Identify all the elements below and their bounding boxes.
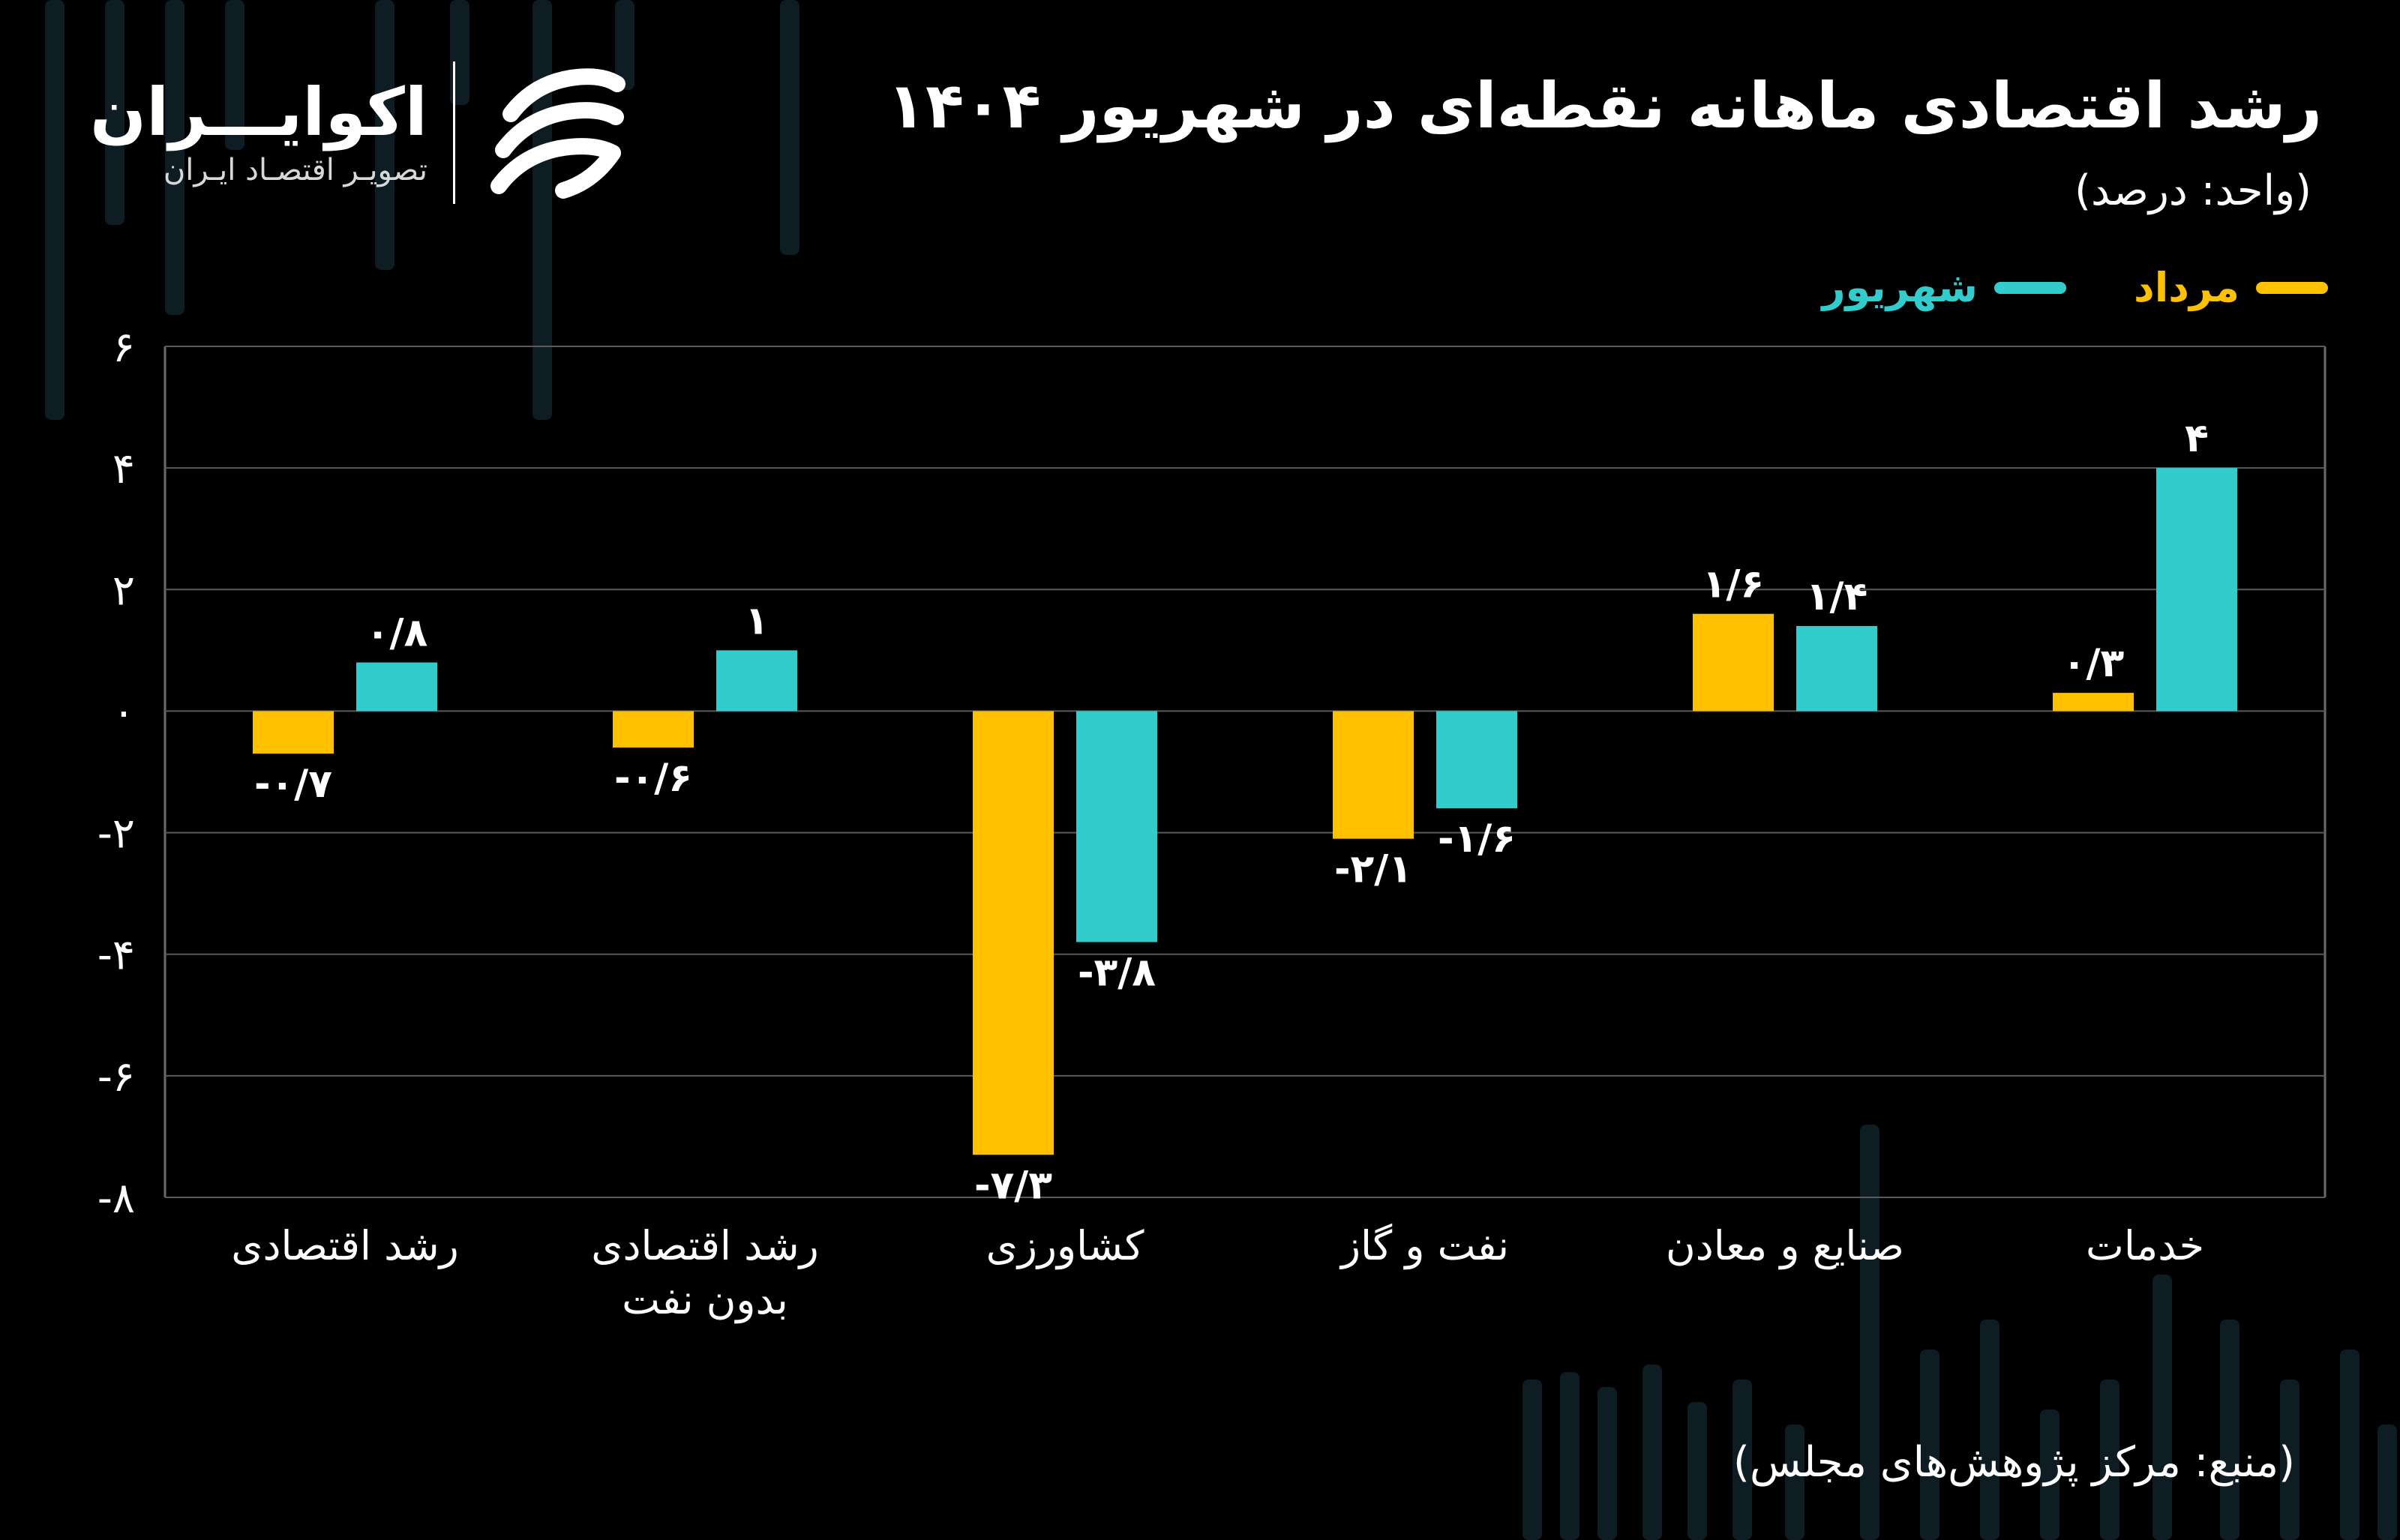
bar-mordad: [1333, 711, 1414, 839]
bar-shahrivar: [1436, 711, 1517, 809]
decorative-bar: [615, 0, 634, 90]
decorative-bar: [1642, 1365, 1662, 1540]
legend-swatch-shahrivar: [1994, 281, 2067, 294]
decorative-bar: [1560, 1372, 1580, 1540]
data-label: -۰/۶: [614, 756, 692, 801]
bar-shahrivar: [1796, 625, 1877, 712]
data-label: ۰/۳: [2062, 641, 2125, 686]
logo-divider: [452, 61, 455, 204]
bar-mordad: [1693, 613, 1774, 712]
bar-shahrivar: [356, 662, 437, 712]
decorative-bar: [2100, 1380, 2120, 1540]
bar-shahrivar: [716, 650, 797, 712]
decorative-bar: [1860, 1125, 1880, 1540]
decorative-bar: [1920, 1350, 1940, 1540]
decorative-bar: [2340, 1350, 2360, 1540]
source-note: (منبع: مرکز پژوهش‌های مجلس): [1733, 1438, 2295, 1487]
decorative-bar: [2220, 1320, 2240, 1540]
y-tick-label: ۶: [112, 323, 135, 372]
data-label: -۱/۶: [1438, 816, 1516, 861]
data-label: ۱/۴: [1806, 574, 1868, 619]
decorative-bar: [1522, 1380, 1542, 1540]
decorative-bar: [1785, 1425, 1804, 1540]
y-tick-label: -۲: [98, 810, 135, 858]
y-tick-label: ۰: [112, 688, 135, 736]
x-tick-label: صنایع و معادن: [1666, 1222, 1904, 1270]
logo-name: اکوایـــران: [90, 73, 428, 151]
y-tick-label: ۲: [112, 566, 135, 615]
bar-mordad: [2053, 693, 2134, 712]
x-tick-label: خدمات: [2086, 1222, 2204, 1269]
decorative-bar: [165, 0, 184, 315]
decorative-bar: [1732, 1380, 1752, 1540]
data-label: -۳/۸: [1078, 951, 1156, 996]
y-tick-label: -۶: [98, 1053, 135, 1101]
logo-mark-icon: [490, 68, 626, 199]
bar-mordad: [253, 711, 334, 754]
decorative-bar: [225, 0, 244, 150]
data-label: -۲/۱: [1334, 847, 1412, 892]
y-tick-label: -۴: [98, 931, 135, 980]
decorative-bar: [1688, 1402, 1707, 1540]
decorative-bar: [780, 0, 800, 255]
y-tick-label: -۸: [98, 1174, 135, 1223]
decorative-bar: [2152, 1275, 2172, 1540]
bar-mordad: [973, 711, 1054, 1155]
data-label: ۴: [2185, 416, 2209, 461]
legend: مرداد شهریور: [1822, 264, 2328, 311]
decorative-bar: [375, 0, 394, 270]
chart-title: رشد اقتصادی ماهانه نقطه‌ای در شهریور ۱۴۰…: [886, 69, 2322, 142]
x-tick-label: کشاورزی: [986, 1222, 1144, 1269]
logo: اکوایـــران تصویـر اقتصـاد ایـران: [90, 61, 631, 204]
x-tick-label: بدون نفت: [622, 1276, 788, 1323]
data-label: ۱/۶: [1702, 562, 1764, 607]
decorative-bar: [2378, 1425, 2397, 1540]
x-tick-label: نفت و گاز: [1339, 1222, 1509, 1269]
legend-swatch-mordad: [2256, 281, 2328, 294]
legend-item-shahrivar: شهریور: [1822, 264, 2067, 311]
data-label: -۷/۳: [974, 1163, 1052, 1208]
logo-tagline: تصویـر اقتصـاد ایـران: [163, 153, 428, 188]
y-tick-label: ۴: [112, 445, 135, 493]
decorative-bar: [532, 0, 552, 420]
bar-mordad: [613, 711, 694, 748]
unit-label: (واحد: درصد): [2074, 166, 2312, 215]
decorative-bar: [1980, 1320, 2000, 1540]
decorative-bar: [2040, 1410, 2060, 1540]
data-label: ۰/۸: [366, 611, 428, 656]
decorative-bar: [1598, 1387, 1617, 1540]
legend-label-shahrivar: شهریور: [1822, 264, 1978, 311]
bar-shahrivar: [1076, 711, 1157, 942]
decorative-bar: [45, 0, 64, 420]
decorative-bar: [2280, 1380, 2300, 1540]
data-label: -۰/۷: [254, 762, 332, 807]
x-tick-label: رشد اقتصادی: [231, 1222, 459, 1269]
data-label: ۱: [745, 598, 769, 643]
decorative-bar: [105, 0, 124, 225]
legend-label-mordad: مرداد: [2134, 264, 2240, 311]
bar-shahrivar: [2156, 468, 2237, 712]
logo-text: اکوایـــران تصویـر اقتصـاد ایـران: [90, 73, 428, 188]
legend-item-mordad: مرداد: [2134, 264, 2328, 311]
x-tick-label: رشد اقتصادی: [591, 1222, 819, 1269]
